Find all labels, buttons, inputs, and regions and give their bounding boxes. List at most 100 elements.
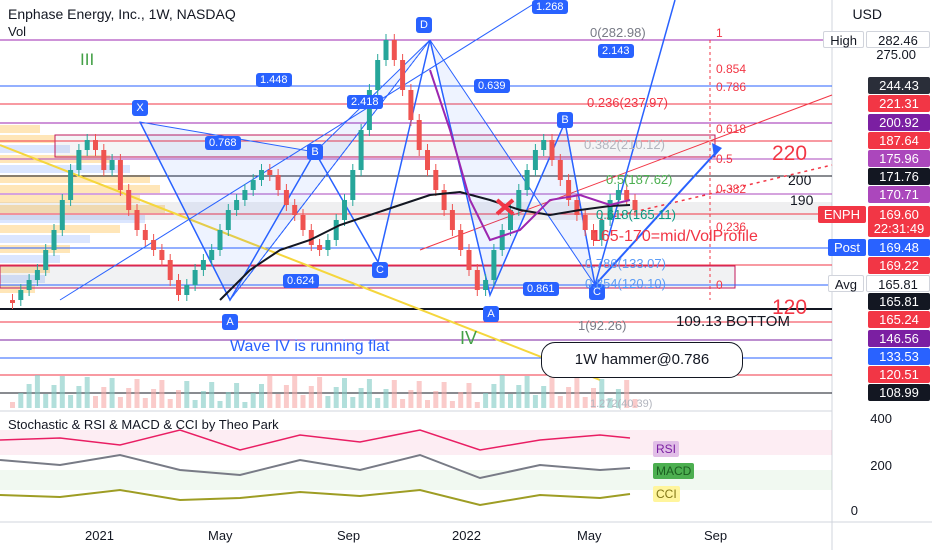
candle-body [142, 230, 148, 240]
fib-right: 1 [716, 26, 723, 40]
volume-bar [499, 375, 505, 408]
candle-body [441, 190, 447, 210]
volume-bar [275, 394, 281, 408]
candle-body [250, 180, 256, 190]
volume-bar [217, 401, 223, 408]
candle-body [549, 140, 555, 160]
volume-bars [10, 375, 638, 408]
volume-bar [101, 387, 107, 408]
ratio-label: 0.768 [205, 136, 241, 150]
volume-bar [582, 397, 588, 408]
x-label: 2021 [85, 528, 114, 543]
candle-body [200, 260, 206, 270]
candle-body [516, 190, 522, 210]
hammer-callout: 1W hammer@0.786 [541, 342, 743, 378]
volume-bar [541, 386, 547, 408]
fib-right: 0.618 [716, 122, 747, 136]
indicator-tick: 200 [870, 458, 892, 473]
chart-title: Enphase Energy, Inc., 1W, NASDAQ [8, 6, 236, 22]
price-label: 244.43 [868, 77, 930, 94]
volume-bar [209, 382, 215, 408]
volume-bar [250, 393, 256, 408]
candle-body [292, 205, 298, 215]
candle-body [508, 210, 513, 230]
volume-bar [574, 378, 580, 408]
volume-bar [59, 376, 65, 408]
price-label-value: 169.60 [868, 206, 930, 223]
candle-body [275, 175, 281, 190]
volume-bar [93, 396, 98, 408]
candle-body [317, 245, 323, 250]
volume-bar [566, 387, 572, 408]
volume-bar [18, 393, 24, 408]
candle-body [541, 140, 547, 150]
price-label-value: 165.81 [868, 293, 930, 310]
volume-bar [632, 399, 638, 408]
ratio-label: 0.624 [283, 274, 319, 288]
price-label-value: 244.43 [868, 77, 930, 94]
ratio-label: 1.268 [532, 0, 568, 14]
bottom-note: 109.13 BOTTOM [676, 313, 790, 330]
level-200: 200 [788, 172, 812, 188]
candle-body [557, 160, 563, 180]
candle-body [325, 240, 331, 250]
price-label: Avg 165.81 [827, 275, 930, 292]
candle-body [458, 230, 464, 250]
wave-flat-note: Wave IV is running flat [230, 338, 390, 355]
volume-bar [366, 379, 372, 408]
ratio-label: 0.861 [523, 282, 559, 296]
candle-body [624, 190, 630, 200]
candle-body [574, 200, 580, 215]
fib-label: 0.854(120.10) [585, 276, 666, 291]
volume-bar [408, 390, 414, 408]
fib-label: 0(282.98) [590, 25, 646, 40]
target-120: 120 [772, 296, 808, 319]
volume-bar [449, 401, 455, 408]
price-axis[interactable]: USD 275.00 400 200 0 High 282.46 244.43 221… [817, 0, 932, 550]
indicator-tick: 400 [870, 411, 892, 426]
volume-bar [491, 384, 497, 408]
candle-body [134, 210, 140, 230]
price-label-value: 170.71 [868, 186, 930, 203]
price-label-value: 22:31:49 [868, 220, 930, 237]
candle-body [68, 170, 74, 200]
volume-bar [51, 385, 57, 408]
ratio-label: 1.448 [256, 73, 292, 87]
candle-body [93, 140, 98, 150]
candle-body [632, 200, 638, 210]
volume-bar [200, 391, 206, 408]
x-label: Sep [337, 528, 361, 543]
volume-bar [34, 375, 40, 408]
candle-body [591, 230, 596, 240]
volume-bar [134, 379, 140, 408]
volume-bar [400, 399, 406, 408]
volume-bar [184, 381, 190, 408]
fib-label: 0.5(187.62) [606, 172, 673, 187]
volume-bar [151, 389, 157, 408]
candle-body [607, 200, 613, 220]
volume-bar [516, 385, 522, 408]
mid-volprofile-note: 165-170=mid/VolProfile [592, 228, 758, 245]
candle-body [151, 240, 157, 250]
price-label-value: 221.31 [868, 95, 930, 112]
macd-tag: MACD [653, 463, 695, 479]
candle-body [532, 150, 538, 170]
price-label: 171.76 [868, 168, 930, 185]
wave-point-x: X [132, 100, 148, 116]
fib-right: 0 [716, 278, 723, 292]
price-label-value: 169.48 [868, 239, 930, 256]
price-label-value: 187.64 [868, 132, 930, 149]
x-label: May [577, 528, 602, 543]
wave-point-a: A [222, 314, 238, 330]
price-label: Post 169.48 [827, 239, 930, 256]
volume-bar [607, 398, 613, 408]
candle-body [474, 270, 480, 290]
volume-bar [225, 392, 231, 408]
candle-body [101, 150, 107, 170]
volume-bar [325, 396, 331, 408]
candle-body [167, 260, 173, 280]
x-label: Sep [704, 528, 728, 543]
price-label: 221.31 [868, 95, 930, 112]
